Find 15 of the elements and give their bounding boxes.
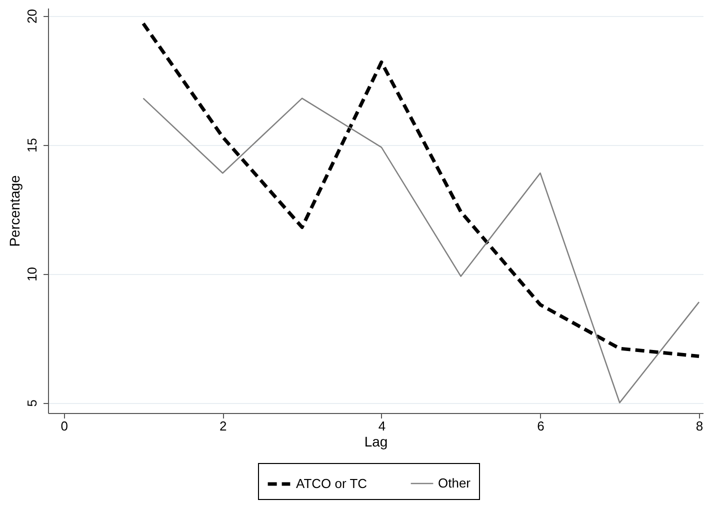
y-axis-title: Percentage [6, 174, 22, 247]
y-tick-label: 20 [24, 9, 40, 24]
y-tick-label: 10 [24, 266, 40, 282]
line-series [142, 98, 700, 404]
legend-label: ATCO or TC [296, 476, 368, 491]
x-tick-label: 4 [378, 418, 386, 434]
x-tick-label: 2 [220, 418, 227, 434]
line-series [142, 22, 701, 358]
y-tick-label: 5 [24, 400, 40, 407]
x-tick-label: 0 [60, 418, 68, 434]
x-tick-label: 6 [537, 418, 544, 434]
y-tick-label: 15 [24, 138, 40, 152]
legend-label: Other [438, 476, 472, 490]
x-axis-title: Lag [364, 434, 388, 450]
x-tick-label: 8 [696, 418, 704, 434]
